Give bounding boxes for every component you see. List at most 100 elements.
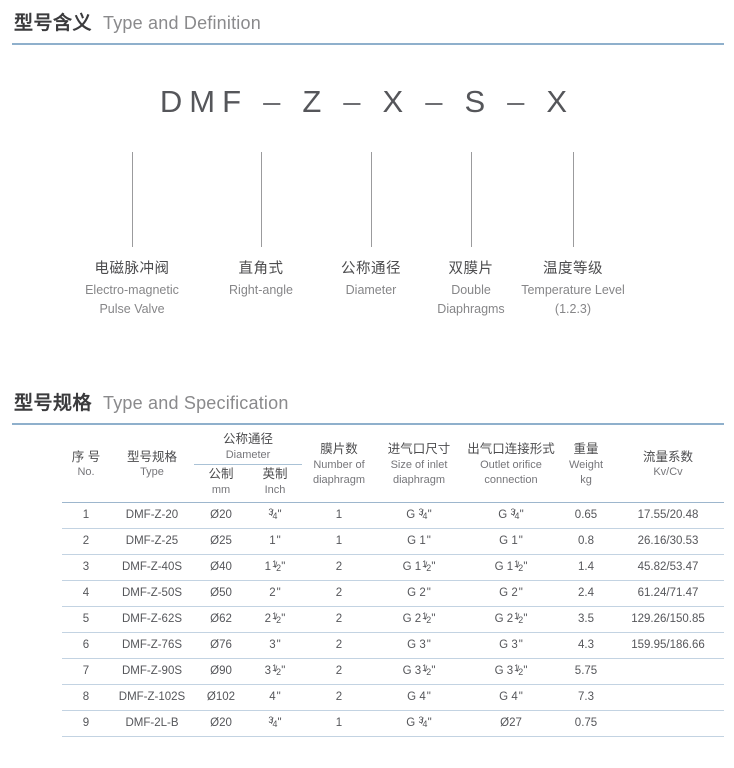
code-label-1-en-line1: Electro-magnetic (85, 282, 179, 297)
code-label-3-en-line1: Diameter (345, 282, 397, 297)
cell-no: 5 (62, 605, 110, 633)
code-label-3-cn: 公称通径 (341, 261, 401, 277)
code-segment-3: X (382, 84, 411, 119)
cell-weight: 0.75 (560, 709, 612, 737)
cell-diaphragm-count: 2 (302, 553, 376, 581)
cell-inlet-size: G 1 1/2 " (376, 553, 462, 581)
cell-no: 2 (62, 527, 110, 555)
cell-flow-coefficient (612, 657, 724, 685)
cell-diaphragm-count: 2 (302, 631, 376, 659)
cell-diameter-inch: 3 1/2 " (248, 657, 302, 685)
th-outlet-cn: 出气口连接形式 (467, 442, 555, 457)
th-no-cn: 序 号 (71, 449, 101, 464)
code-dash-4: – (507, 84, 532, 119)
cell-outlet-connection: G 3" (462, 631, 560, 659)
th-diameter-inch: 英制 Inch (248, 465, 302, 502)
table-row: 3 DMF-Z-40S Ø40 1 1/2 " 2 G 1 1/2 " G 1 1/2 " 1.4 45.8… (62, 553, 724, 581)
section-header-specification: 型号规格 Type and Specification (0, 388, 734, 415)
leader-line-4 (471, 152, 472, 247)
cell-diaphragm-count: 2 (302, 683, 376, 711)
cell-diameter-mm: Ø40 (194, 553, 248, 581)
cell-diameter-mm: Ø102 (194, 683, 248, 711)
th-inlet-en-1: Size of inlet (390, 459, 448, 472)
cell-diameter-inch: 1" (248, 527, 302, 555)
table-row: 2 DMF-Z-25 Ø25 1" 1 G 1" G 1" 0.8 26.16/30.53 (62, 527, 724, 555)
table-row: 9 DMF-2L-B Ø20 3/4 " 1 G 3/4 " Ø27 0.75 (62, 709, 724, 737)
table-row: 7 DMF-Z-90S Ø90 3 1/2 " 2 G 3 1/2 " G 3 1/2 " 5.75 (62, 657, 724, 685)
specification-table-body: 1 DMF-Z-20 Ø20 3/4 " 1 G 3/4 " G 3/4 " 0.65 17.55/2… (62, 501, 724, 737)
th-type-en: Type (140, 466, 164, 479)
specification-table: 序 号 No. 型号规格 Type 公称通径 Diameter 膜片数 Numb… (62, 430, 724, 737)
cell-flow-coefficient (612, 709, 724, 737)
cell-diameter-inch: 3/4 " (248, 501, 302, 529)
th-flow-cn: 流量系数 (642, 449, 693, 464)
th-no-en: No. (77, 466, 95, 479)
cell-flow-coefficient: 26.16/30.53 (612, 527, 724, 555)
th-diameter-metric: 公制 mm (194, 465, 248, 502)
code-segment-2: Z (302, 84, 329, 119)
code-label-4-cn: 双膜片 (448, 261, 494, 277)
code-label-5-en-line2: (1.2.3) (554, 302, 592, 317)
th-diameter-inch-en: Inch (264, 484, 286, 497)
cell-flow-coefficient (612, 683, 724, 711)
th-weight-cn: 重量 (573, 442, 599, 457)
code-label-5-cn: 温度等级 (543, 261, 603, 277)
section-title-cn-2: 型号规格 (14, 393, 93, 414)
table-row: 5 DMF-Z-62S Ø62 2 1/2 " 2 G 2 1/2 " G 2 1/2 " 3.5 129.… (62, 605, 724, 633)
cell-diaphragm-count: 2 (302, 605, 376, 633)
cell-flow-coefficient: 45.82/53.47 (612, 553, 724, 581)
cell-inlet-size: G 3 1/2 " (376, 657, 462, 685)
th-flow: 流量系数 Kv/Cv (612, 430, 724, 502)
th-diameter-en: Diameter (225, 448, 271, 461)
code-dash-1: – (263, 84, 288, 119)
cell-flow-coefficient: 129.26/150.85 (612, 605, 724, 633)
cell-inlet-size: G 1" (376, 527, 462, 555)
cell-type: DMF-Z-90S (110, 657, 194, 685)
cell-outlet-connection: G 3 1/2 " (462, 657, 560, 685)
table-row: 8 DMF-Z-102S Ø102 4" 2 G 4" G 4" 7.3 (62, 683, 724, 711)
section-type-and-definition: 型号含义 Type and Definition (0, 8, 734, 45)
cell-outlet-connection: G 1" (462, 527, 560, 555)
th-type-cn: 型号规格 (126, 449, 177, 464)
cell-diameter-inch: 1 1/2 " (248, 553, 302, 581)
th-diaphragm-count-en-2: diaphragm (313, 473, 365, 486)
cell-outlet-connection: Ø27 (462, 709, 560, 737)
th-inlet-en-2: diaphragm (393, 473, 445, 486)
th-weight: 重量 Weight kg (560, 430, 612, 502)
model-code-diagram: DMF – Z – X – S – X 电磁脉冲阀 Electro-magnetic Pulse… (0, 84, 734, 354)
th-diameter-group: 公称通径 Diameter (194, 430, 302, 466)
code-segment-4: S (464, 84, 493, 119)
cell-weight: 2.4 (560, 579, 612, 607)
code-label-2-cn: 直角式 (238, 261, 284, 277)
cell-inlet-size: G 3/4 " (376, 501, 462, 529)
table-row: 1 DMF-Z-20 Ø20 3/4 " 1 G 3/4 " G 3/4 " 0.65 17.55/2… (62, 501, 724, 529)
cell-no: 8 (62, 683, 110, 711)
cell-inlet-size: G 3/4 " (376, 709, 462, 737)
cell-diaphragm-count: 2 (302, 579, 376, 607)
cell-no: 7 (62, 657, 110, 685)
th-flow-en: Kv/Cv (653, 466, 683, 479)
cell-weight: 5.75 (560, 657, 612, 685)
cell-weight: 1.4 (560, 553, 612, 581)
cell-weight: 0.65 (560, 501, 612, 529)
cell-diameter-mm: Ø20 (194, 709, 248, 737)
cell-diameter-mm: Ø90 (194, 657, 248, 685)
th-no: 序 号 No. (62, 430, 110, 502)
cell-diameter-inch: 3/4 " (248, 709, 302, 737)
cell-outlet-connection: G 4" (462, 683, 560, 711)
code-label-1-en-line2: Pulse Valve (99, 302, 165, 317)
th-diameter-inch-cn: 英制 (262, 467, 288, 482)
cell-diaphragm-count: 1 (302, 501, 376, 529)
cell-weight: 3.5 (560, 605, 612, 633)
cell-diameter-inch: 4" (248, 683, 302, 711)
code-label-5-en-line1: Temperature Level (521, 282, 625, 297)
code-label-4: 双膜片 Double Diaphragms (406, 259, 536, 319)
code-dash-2: – (343, 84, 368, 119)
cell-type: DMF-Z-76S (110, 631, 194, 659)
table-row: 4 DMF-Z-50S Ø50 2" 2 G 2" G 2" 2.4 61.24/71.47 (62, 579, 724, 607)
cell-weight: 0.8 (560, 527, 612, 555)
code-label-3: 公称通径 Diameter (301, 259, 441, 299)
code-label-1: 电磁脉冲阀 Electro-magnetic Pulse Valve (42, 259, 222, 319)
cell-outlet-connection: G 2 1/2 " (462, 605, 560, 633)
section-title-cn: 型号含义 (14, 13, 93, 34)
